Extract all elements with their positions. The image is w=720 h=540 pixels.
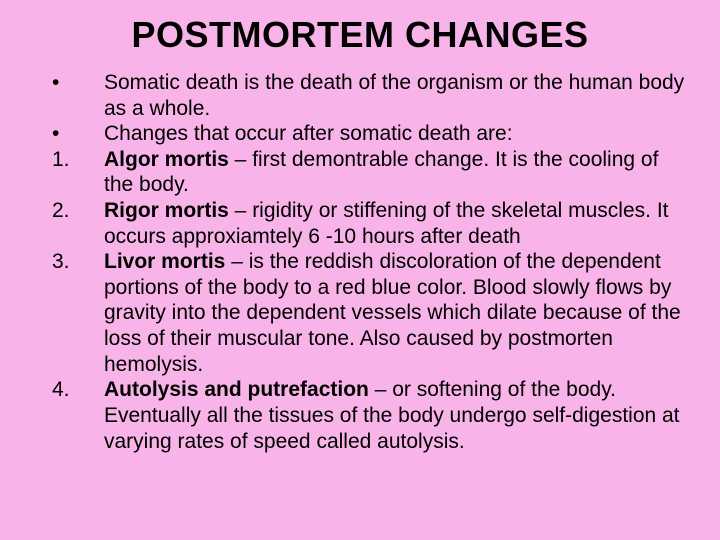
item-lead: Livor mortis (104, 250, 225, 273)
item-lead: Autolysis and putrefaction (104, 378, 369, 401)
item-lead: Rigor mortis (104, 199, 229, 222)
item-marker: 1. (48, 147, 104, 173)
list-item: • Changes that occur after somatic death… (48, 121, 690, 147)
item-text: Somatic death is the death of the organi… (104, 70, 690, 121)
list-item: 4. Autolysis and putrefaction – or softe… (48, 377, 690, 454)
item-marker: 3. (48, 249, 104, 275)
item-text: Autolysis and putrefaction – or softenin… (104, 377, 690, 454)
item-text: Algor mortis – first demontrable change.… (104, 147, 690, 198)
page-title: POSTMORTEM CHANGES (30, 14, 690, 56)
item-marker: • (48, 121, 104, 147)
item-text: Livor mortis – is the reddish discolorat… (104, 249, 690, 377)
item-marker: 4. (48, 377, 104, 403)
list-item: • Somatic death is the death of the orga… (48, 70, 690, 121)
item-marker: • (48, 70, 104, 96)
slide: POSTMORTEM CHANGES • Somatic death is th… (0, 0, 720, 474)
list-item: 2. Rigor mortis – rigidity or stiffening… (48, 198, 690, 249)
item-lead: Algor mortis (104, 148, 229, 171)
item-text: Rigor mortis – rigidity or stiffening of… (104, 198, 690, 249)
list-item: 3. Livor mortis – is the reddish discolo… (48, 249, 690, 377)
item-marker: 2. (48, 198, 104, 224)
list-item: 1. Algor mortis – first demontrable chan… (48, 147, 690, 198)
content-list: • Somatic death is the death of the orga… (30, 70, 690, 454)
item-text: Changes that occur after somatic death a… (104, 121, 690, 147)
